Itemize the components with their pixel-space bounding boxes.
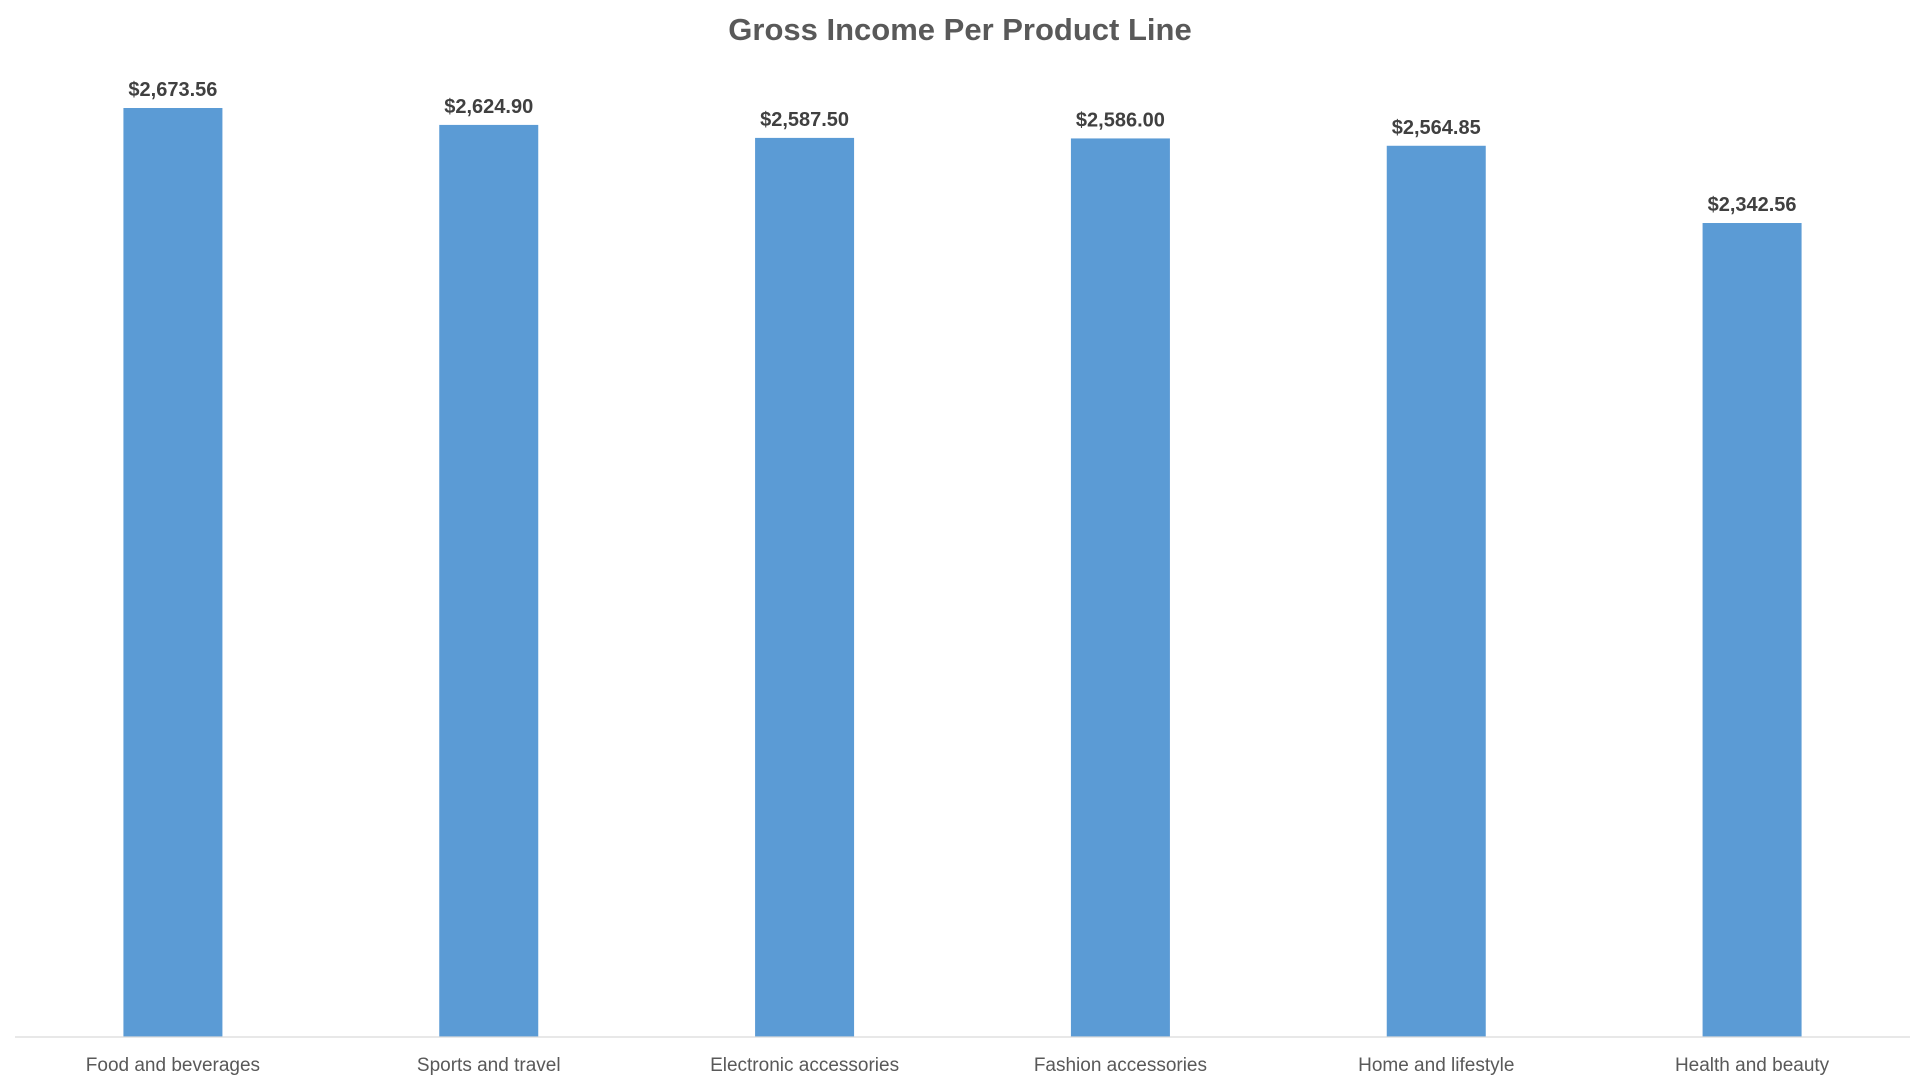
bar [1070,138,1170,1037]
data-label: $2,586.00 [1076,109,1165,131]
chart-title: Gross Income Per Product Line [728,12,1191,47]
data-label: $2,624.90 [444,96,533,118]
data-label: $2,587.50 [760,109,849,131]
bars-group [123,108,1802,1037]
bar [1386,145,1486,1037]
x-tick-labels-group: Food and beverages Sports and travel Elect… [86,1055,1830,1076]
bar [123,108,223,1037]
x-tick-label: Home and lifestyle [1358,1055,1514,1076]
data-labels-group: $2,673.56 $2,624.90 $2,587.50 $2,586.00 $2,5… [128,79,1796,216]
x-tick-label: Electronic accessories [710,1055,899,1076]
x-tick-label: Sports and travel [417,1055,561,1076]
bar [755,137,855,1037]
data-label: $2,673.56 [128,79,217,101]
data-label: $2,564.85 [1392,117,1481,139]
x-tick-label: Food and beverages [86,1055,260,1076]
x-tick-label: Health and beauty [1675,1055,1830,1076]
bar [439,124,539,1037]
x-tick-label: Fashion accessories [1034,1055,1207,1076]
bar [1702,223,1802,1037]
data-label: $2,342.56 [1708,194,1797,216]
